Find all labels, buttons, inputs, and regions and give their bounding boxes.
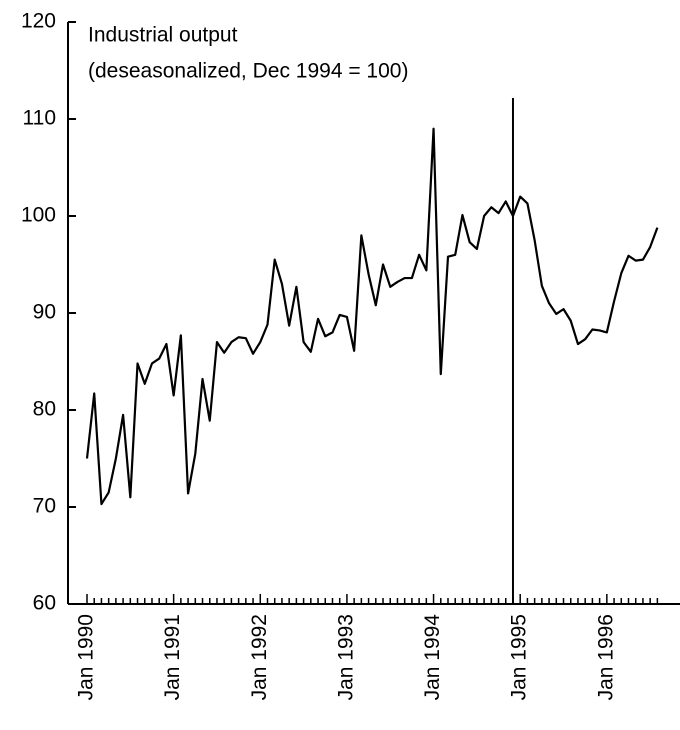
y-tick-label: 100 [21,204,56,227]
chart-subtitle: (deseasonalized, Dec 1994 = 100) [88,60,408,83]
x-tick-label: Jan 1990 [75,614,98,700]
x-tick-label: Jan 1994 [421,614,444,701]
x-tick-label: Jan 1995 [508,614,531,700]
line [85,127,659,506]
x-tick-label: Jan 1993 [334,614,357,700]
x-tick-label: Jan 1991 [161,614,184,700]
y-tick-label: 60 [33,592,56,615]
y-tick-label: 90 [33,301,56,324]
y-tick-label: 80 [33,398,56,421]
y-tick-label: 120 [21,10,56,33]
x-tick-label: Jan 1992 [248,614,271,700]
y-tick-label: 110 [23,107,56,130]
chart-title: Industrial output [88,24,238,47]
y-tick-label: 70 [33,495,56,518]
x-tick-label: Jan 1996 [594,614,617,700]
